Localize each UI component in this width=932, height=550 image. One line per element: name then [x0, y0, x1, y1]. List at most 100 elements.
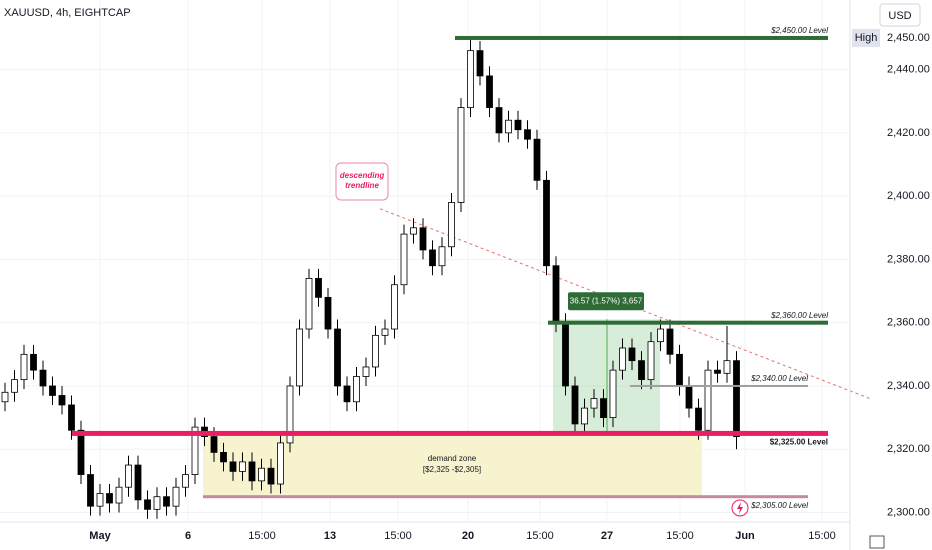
x-tick-label: 20	[462, 530, 474, 542]
y-tick-label: 2,360.00	[887, 317, 930, 329]
callout-text: descending	[340, 171, 385, 180]
candle-body	[1, 391, 9, 403]
candle-body	[372, 334, 379, 368]
high-box	[852, 28, 880, 47]
level-line	[455, 35, 828, 40]
candle-body	[220, 451, 227, 463]
candle-body	[628, 347, 636, 362]
level-line	[548, 320, 828, 325]
candle-body	[505, 119, 512, 134]
candle-body	[353, 376, 360, 403]
candle-body	[229, 461, 237, 472]
candle-body	[666, 328, 674, 355]
y-tick-label: 2,450.00	[887, 32, 930, 44]
candle-body	[77, 429, 85, 475]
measure-label: 36.57 (1.57%) 3,657	[570, 296, 643, 305]
candle-body	[191, 426, 199, 475]
y-tick-label: 2,440.00	[887, 64, 930, 76]
candle-body	[476, 50, 484, 77]
candle-body	[400, 233, 408, 286]
candle-body	[619, 347, 626, 371]
candle-body	[68, 404, 75, 431]
candle-body	[58, 395, 66, 406]
candle-body	[733, 360, 740, 437]
candle-body	[467, 50, 474, 108]
x-tick-label: 15:00	[808, 530, 836, 542]
callout-text: trendline	[345, 181, 379, 190]
candle-body	[163, 496, 170, 507]
level-line	[203, 495, 808, 499]
x-tick-label: May	[89, 530, 111, 542]
candle-body	[581, 407, 588, 425]
candle-body	[134, 464, 142, 501]
candle-body	[30, 353, 37, 371]
candle-body	[182, 474, 189, 488]
candle-body	[448, 202, 455, 248]
candle-body	[296, 328, 303, 387]
level-label: $2,360.00 Level	[770, 311, 828, 320]
candle-body	[87, 474, 94, 507]
candle-body	[153, 496, 161, 510]
candle-body	[647, 341, 655, 381]
candle-body	[49, 385, 56, 396]
candle-body	[676, 353, 683, 387]
measure-label-box	[568, 292, 644, 311]
candle-body	[419, 227, 427, 251]
candle-body	[533, 138, 541, 181]
candle-body	[239, 461, 246, 472]
candle-body	[543, 179, 550, 267]
candle-body	[657, 328, 664, 343]
candle-body	[571, 385, 579, 425]
level-line	[72, 430, 828, 436]
x-tick-label: 13	[324, 530, 336, 542]
y-tick-label: 2,400.00	[887, 190, 930, 202]
candle-body	[609, 369, 617, 418]
level-label: $2,340.00 Level	[750, 374, 808, 383]
level-label: $2,305.00 Level	[750, 501, 808, 510]
candle-body	[438, 246, 446, 267]
y-tick-label: 2,300.00	[887, 506, 930, 518]
candle-body	[11, 379, 18, 393]
y-tick-label: 2,340.00	[887, 380, 930, 392]
x-tick-label: 15:00	[248, 530, 276, 542]
candle-body	[315, 277, 322, 298]
candle-body	[514, 119, 522, 131]
candle-body	[362, 366, 370, 377]
x-tick-label: 15:00	[526, 530, 554, 542]
x-tick-label: 15:00	[384, 530, 412, 542]
x-tick-label: Jun	[735, 530, 755, 542]
candle-body	[334, 328, 341, 387]
candle-body	[381, 328, 389, 336]
candle-body	[495, 107, 503, 134]
high-label: High	[855, 32, 878, 44]
alert-icon[interactable]	[737, 502, 743, 514]
candle-body	[714, 369, 721, 374]
level-line	[630, 384, 808, 387]
candle-body	[305, 277, 313, 330]
candle-body	[248, 461, 256, 482]
candle-body	[590, 398, 598, 409]
candle-body	[144, 499, 151, 510]
level-label: $2,325.00 Level	[770, 438, 828, 447]
candle-body	[410, 227, 417, 235]
callout	[335, 162, 389, 201]
x-tick-label: 6	[185, 530, 191, 542]
candle-body	[486, 75, 493, 108]
candle-body	[704, 369, 712, 431]
candle-body	[391, 284, 398, 330]
candle-body	[267, 467, 275, 485]
currency-box[interactable]	[879, 3, 921, 27]
settings-icon[interactable]	[869, 535, 885, 549]
level-label: $2,450.00 Level	[770, 26, 828, 35]
candle-body	[600, 398, 607, 419]
candle-body	[39, 369, 47, 387]
candle-body	[115, 486, 123, 504]
currency[interactable]: USD	[888, 10, 911, 22]
candle-body	[277, 442, 284, 485]
candle-body	[562, 322, 569, 387]
candle-body	[638, 360, 645, 381]
demand-zone	[203, 433, 702, 497]
candle-body	[172, 486, 180, 507]
zone-range: [$2,325 -$2,305]	[423, 465, 481, 474]
